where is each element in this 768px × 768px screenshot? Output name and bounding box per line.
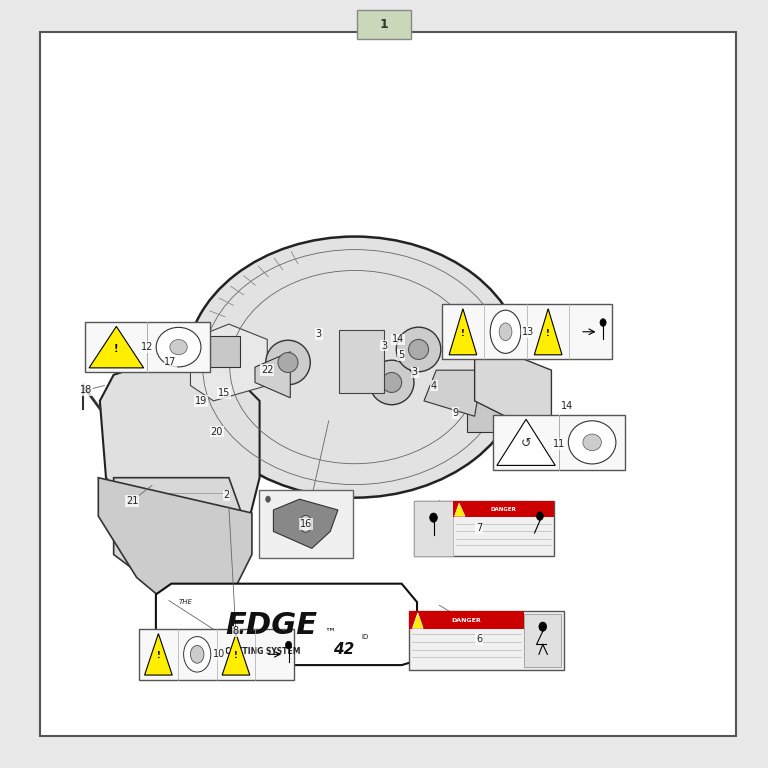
Text: !: !	[114, 343, 118, 354]
Polygon shape	[98, 478, 252, 616]
Polygon shape	[89, 326, 144, 368]
Text: 4: 4	[431, 380, 437, 391]
Text: 17: 17	[164, 357, 177, 368]
Text: 8: 8	[233, 626, 239, 637]
Ellipse shape	[156, 327, 201, 367]
Text: DANGER: DANGER	[491, 507, 516, 511]
Ellipse shape	[186, 237, 524, 498]
Bar	[409, 611, 524, 629]
Text: 22: 22	[261, 365, 273, 376]
Bar	[85, 322, 210, 372]
Text: 13: 13	[522, 326, 535, 337]
Polygon shape	[273, 499, 338, 548]
Text: 15: 15	[218, 388, 230, 399]
Ellipse shape	[490, 310, 521, 353]
Text: THE: THE	[179, 599, 193, 605]
Polygon shape	[144, 634, 172, 675]
Polygon shape	[100, 362, 260, 551]
Ellipse shape	[184, 637, 210, 672]
Text: 21: 21	[126, 495, 138, 506]
Polygon shape	[467, 386, 505, 432]
Text: EDGE: EDGE	[225, 611, 317, 640]
Polygon shape	[412, 613, 423, 628]
FancyBboxPatch shape	[357, 10, 411, 39]
Bar	[414, 501, 453, 556]
Polygon shape	[190, 324, 267, 401]
Text: 20: 20	[210, 426, 223, 437]
Bar	[139, 629, 294, 680]
Ellipse shape	[409, 339, 429, 359]
Bar	[493, 415, 625, 470]
Text: 11: 11	[553, 439, 565, 449]
Ellipse shape	[568, 421, 616, 464]
Bar	[524, 614, 561, 667]
Text: 7: 7	[476, 523, 482, 534]
Ellipse shape	[300, 515, 312, 532]
Ellipse shape	[583, 434, 601, 451]
Ellipse shape	[429, 513, 437, 522]
Polygon shape	[424, 370, 482, 416]
Polygon shape	[497, 419, 555, 465]
Text: !: !	[157, 651, 161, 660]
Polygon shape	[255, 352, 290, 398]
Ellipse shape	[369, 360, 414, 405]
Ellipse shape	[170, 339, 187, 355]
Ellipse shape	[600, 319, 606, 326]
Text: !: !	[546, 329, 550, 338]
Bar	[414, 501, 554, 556]
Text: 1: 1	[379, 18, 389, 31]
Text: 10: 10	[213, 649, 225, 660]
Text: 12: 12	[141, 342, 154, 353]
Ellipse shape	[266, 340, 310, 385]
Polygon shape	[455, 503, 465, 516]
Text: 3: 3	[316, 329, 322, 339]
Text: 19: 19	[195, 396, 207, 406]
Text: 14: 14	[561, 400, 573, 411]
Text: 42: 42	[333, 642, 354, 657]
Text: CUTTING SYSTEM: CUTTING SYSTEM	[225, 647, 300, 656]
Text: 9: 9	[452, 408, 458, 419]
Text: !: !	[234, 651, 238, 660]
Ellipse shape	[286, 641, 292, 649]
Bar	[453, 501, 554, 518]
Text: 5: 5	[398, 349, 404, 360]
Polygon shape	[449, 309, 477, 355]
Text: 3: 3	[381, 340, 387, 351]
Text: 3: 3	[412, 367, 418, 378]
Text: !: !	[461, 329, 465, 338]
Text: 18: 18	[80, 385, 92, 396]
Ellipse shape	[266, 496, 270, 502]
Text: ™: ™	[325, 627, 336, 638]
Polygon shape	[209, 336, 240, 367]
Polygon shape	[535, 309, 562, 355]
Text: 2: 2	[223, 490, 230, 501]
Text: ID: ID	[362, 634, 369, 641]
Bar	[409, 611, 564, 670]
Ellipse shape	[396, 327, 441, 372]
Polygon shape	[156, 584, 417, 665]
Ellipse shape	[536, 512, 544, 521]
Text: DANGER: DANGER	[452, 617, 482, 623]
Bar	[442, 304, 612, 359]
Text: 14: 14	[392, 334, 404, 345]
Polygon shape	[475, 352, 551, 424]
Ellipse shape	[499, 323, 512, 341]
Text: 6: 6	[476, 634, 482, 644]
Text: ↺: ↺	[521, 438, 531, 450]
Bar	[259, 490, 353, 558]
Text: 16: 16	[300, 518, 312, 529]
Polygon shape	[222, 634, 250, 675]
Polygon shape	[114, 478, 244, 601]
Ellipse shape	[190, 645, 204, 664]
Ellipse shape	[539, 622, 547, 631]
Ellipse shape	[382, 372, 402, 392]
Bar	[339, 330, 384, 393]
Ellipse shape	[278, 353, 298, 372]
